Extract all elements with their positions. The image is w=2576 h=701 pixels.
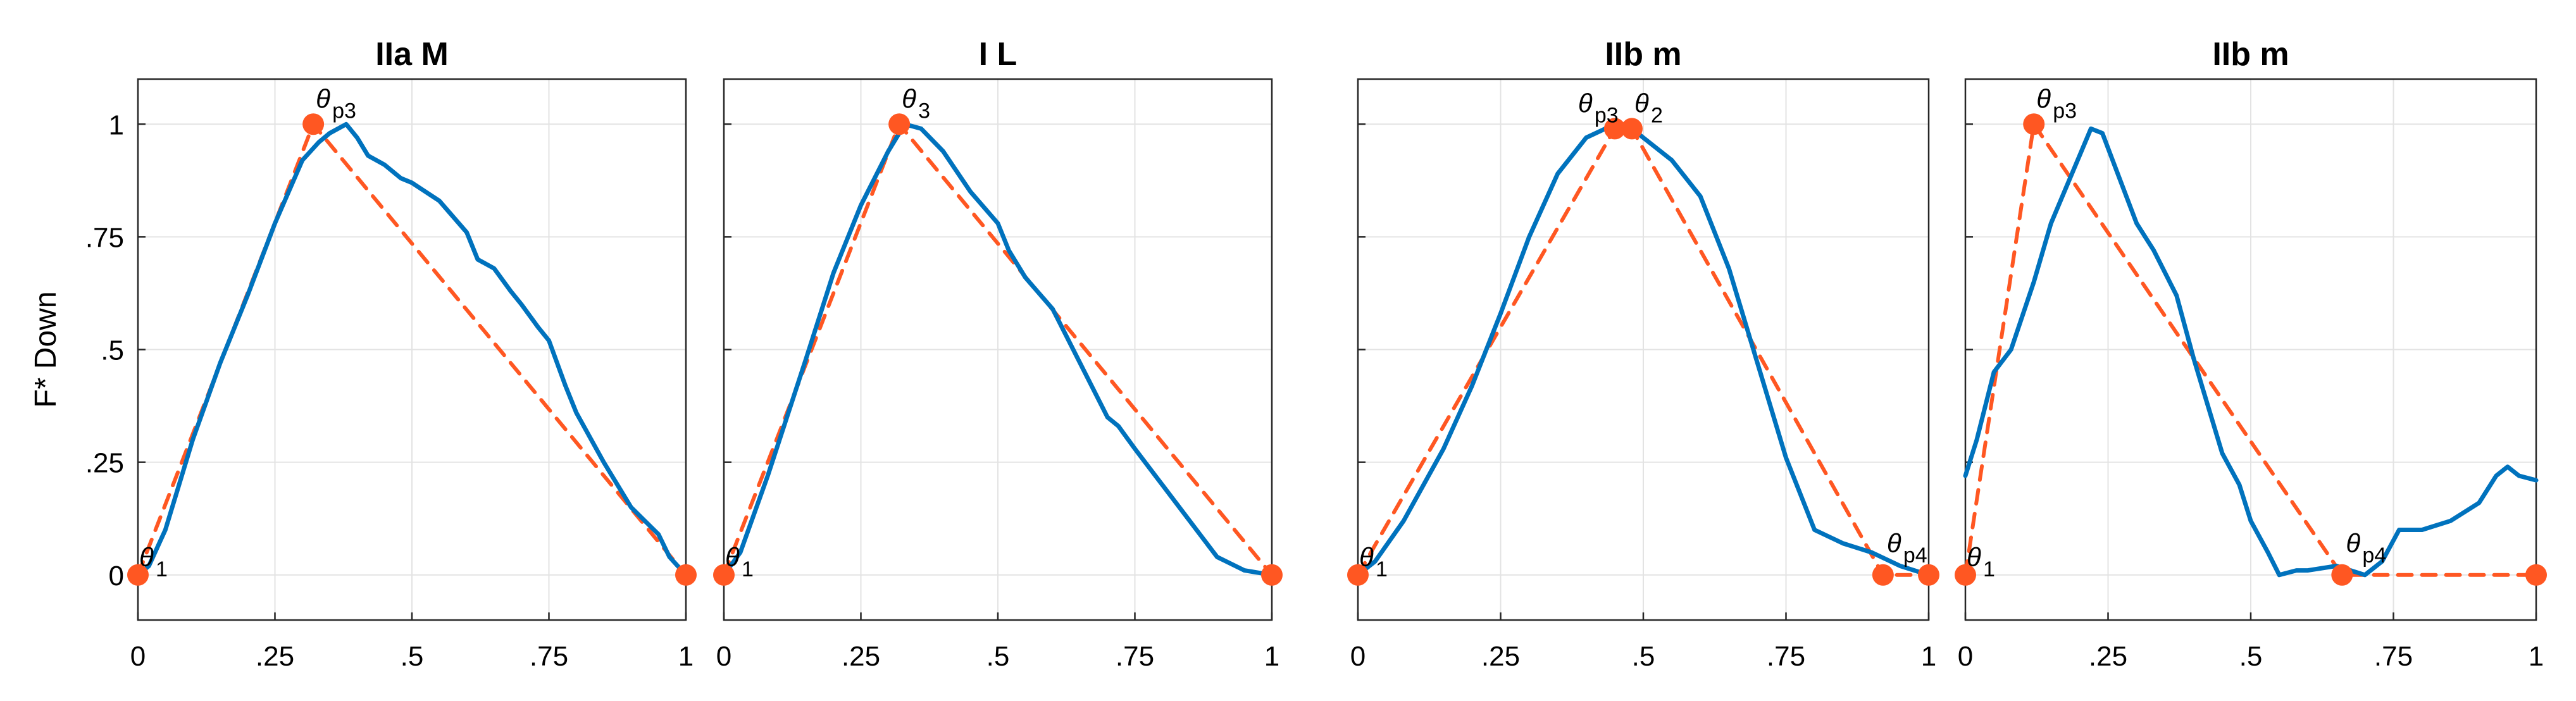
theta-label: θ [139, 542, 154, 572]
y-tick-label: 1 [109, 109, 124, 140]
theta-marker [675, 564, 697, 586]
x-tick-label: 0 [1958, 641, 1973, 672]
x-tick-label: 0 [716, 641, 731, 672]
x-tick-label: 1 [1921, 641, 1936, 672]
theta-subscript: p3 [332, 99, 356, 123]
theta-label: θ [1887, 528, 1901, 558]
theta-marker [127, 564, 149, 586]
x-tick-label: .5 [2239, 641, 2263, 672]
x-tick-label: .25 [842, 641, 880, 672]
theta-marker [888, 113, 911, 135]
theta-subscript: p4 [1903, 543, 1927, 568]
panel-title: IIb m [1605, 36, 1681, 73]
theta-label: θ [1967, 542, 1981, 572]
y-tick-label: 0 [109, 561, 124, 592]
theta-label: θ [725, 542, 740, 572]
theta-label: θ [1634, 88, 1649, 118]
x-tick-label: 0 [130, 641, 146, 672]
theta-marker [2023, 113, 2045, 135]
x-tick-label: .75 [1767, 641, 1805, 672]
theta-marker [2525, 564, 2547, 586]
fit-dashed-line [1963, 122, 2538, 577]
x-tick-label: .25 [256, 641, 294, 672]
panel-title: IIa M [375, 36, 449, 73]
x-tick-label: .75 [1116, 641, 1154, 672]
theta-label: θ [2036, 84, 2051, 113]
theta-label: θ [2346, 528, 2360, 558]
theta-marker [302, 113, 325, 135]
y-axis-label: F* Down [29, 291, 63, 407]
theta-subscript: p3 [1595, 103, 1619, 127]
x-tick-label: .25 [2089, 641, 2127, 672]
x-tick-label: .75 [2374, 641, 2413, 672]
x-tick-label: .5 [401, 641, 424, 672]
theta-subscript: p3 [2053, 99, 2077, 123]
x-tick-label: 0 [1350, 641, 1366, 672]
theta-subscript: 2 [1651, 103, 1663, 127]
x-tick-label: .5 [1632, 641, 1655, 672]
theta-marker [1347, 564, 1369, 586]
theta-marker [1621, 118, 1643, 140]
x-tick-label: 1 [1264, 641, 1279, 672]
y-tick-label: .25 [85, 448, 124, 479]
theta-marker [1955, 564, 1976, 586]
theta-marker [2331, 564, 2353, 586]
theta-label: θ [316, 84, 330, 113]
x-tick-label: .75 [530, 641, 568, 672]
panel-title: I L [979, 36, 1017, 73]
x-tick-label: 1 [678, 641, 694, 672]
profile-line [721, 121, 1274, 578]
theta-subscript: 1 [742, 557, 754, 581]
x-tick-label: .5 [986, 641, 1010, 672]
panel-2: 0.25.5.75 1I Lθ 1θ 3 [713, 36, 1283, 672]
x-tick-label: .25 [1481, 641, 1520, 672]
theta-subscript: 1 [1983, 557, 1995, 581]
theta-label: θ [1359, 542, 1374, 572]
theta-marker [713, 564, 735, 586]
x-tick-label: 1 [2529, 641, 2544, 672]
theta-subscript: 3 [918, 99, 930, 123]
theta-label: θ [902, 84, 916, 113]
profile-line [1963, 126, 2539, 578]
theta-label: θ [1578, 88, 1593, 118]
theta-marker [1872, 564, 1894, 586]
theta-subscript: 1 [1376, 557, 1388, 581]
theta-marker [1261, 564, 1283, 586]
panel-title: IIb m [2212, 36, 2289, 73]
y-tick-label: .75 [85, 222, 124, 253]
profile-line [135, 121, 688, 578]
y-tick-label: .5 [101, 335, 124, 366]
theta-subscript: p4 [2362, 543, 2386, 568]
theta-subscript: 1 [156, 557, 168, 581]
theta-marker [1918, 564, 1939, 586]
theta-marker [1603, 118, 1626, 140]
